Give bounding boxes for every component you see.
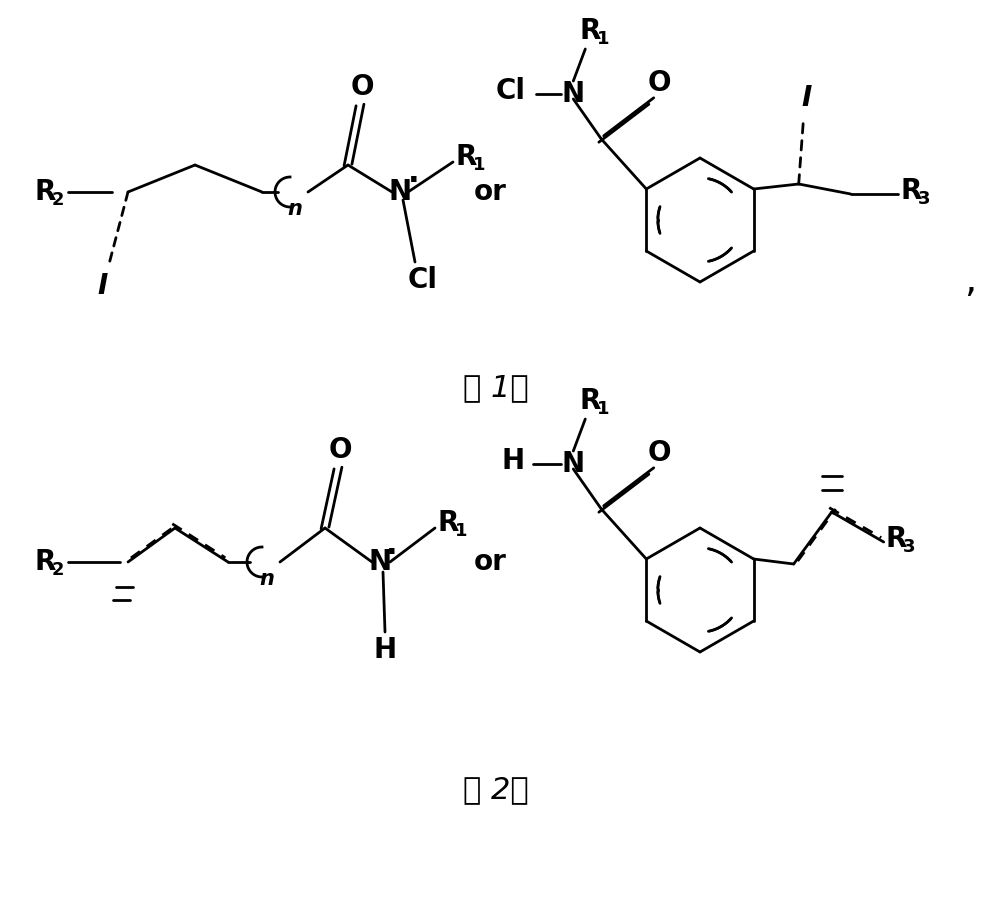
Text: I: I xyxy=(801,84,812,112)
Text: R: R xyxy=(35,178,56,206)
Text: R: R xyxy=(580,387,601,415)
Text: 1: 1 xyxy=(455,522,468,540)
Text: ,: , xyxy=(964,261,976,299)
Text: 1: 1 xyxy=(473,156,486,174)
Text: I: I xyxy=(98,272,108,300)
Text: H: H xyxy=(373,636,396,664)
Text: R: R xyxy=(580,17,601,45)
Text: or: or xyxy=(474,548,506,576)
Text: 1: 1 xyxy=(597,400,610,418)
Text: R: R xyxy=(456,143,477,171)
Text: n: n xyxy=(288,199,303,219)
Text: N: N xyxy=(388,178,411,206)
Text: R: R xyxy=(35,548,56,576)
Text: N: N xyxy=(562,450,585,478)
Text: 1: 1 xyxy=(597,30,610,48)
Text: 式 2）: 式 2） xyxy=(463,776,529,805)
Text: Cl: Cl xyxy=(496,77,525,105)
Text: O: O xyxy=(329,436,352,464)
Text: N: N xyxy=(562,80,585,108)
Text: H: H xyxy=(501,447,525,475)
Text: ·: · xyxy=(408,168,420,197)
Text: R: R xyxy=(885,525,907,553)
Text: R: R xyxy=(900,177,922,205)
Text: 2: 2 xyxy=(52,561,65,579)
Text: 3: 3 xyxy=(918,190,929,208)
Text: Cl: Cl xyxy=(408,266,438,294)
Text: 3: 3 xyxy=(903,538,915,556)
Text: or: or xyxy=(474,178,506,206)
Text: N: N xyxy=(368,548,391,576)
Text: R: R xyxy=(437,509,459,537)
Text: O: O xyxy=(647,69,671,97)
Text: ·: · xyxy=(386,540,398,568)
Text: n: n xyxy=(259,569,274,589)
Text: O: O xyxy=(351,73,373,101)
Text: 式 1）: 式 1） xyxy=(463,374,529,402)
Text: 2: 2 xyxy=(52,191,65,209)
Text: O: O xyxy=(647,439,671,467)
